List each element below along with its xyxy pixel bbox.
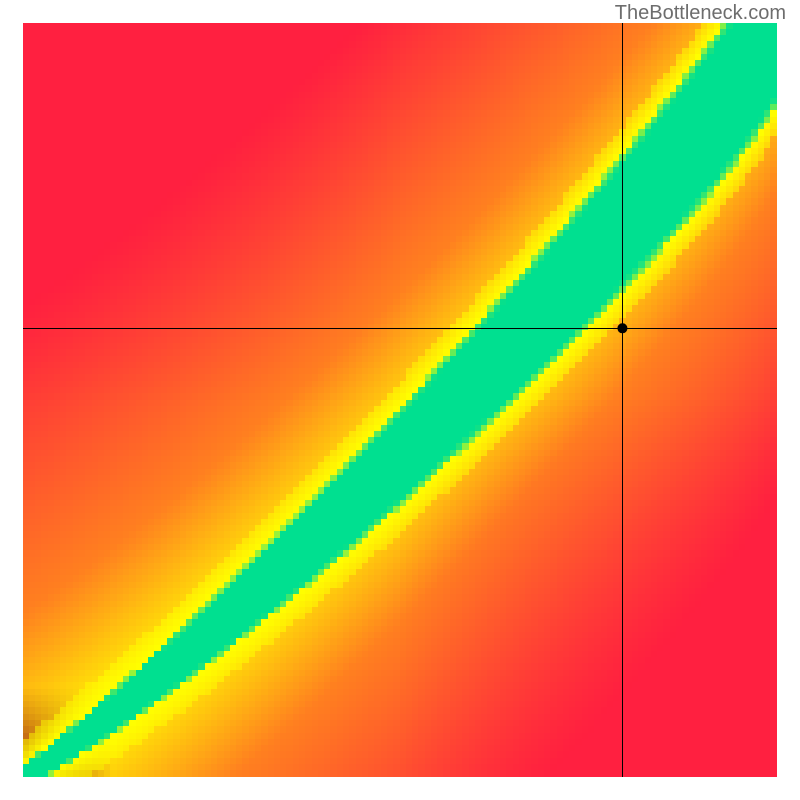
bottleneck-heatmap: [23, 23, 777, 777]
watermark-text: TheBottleneck.com: [615, 2, 786, 25]
heatmap-canvas: [23, 23, 777, 777]
